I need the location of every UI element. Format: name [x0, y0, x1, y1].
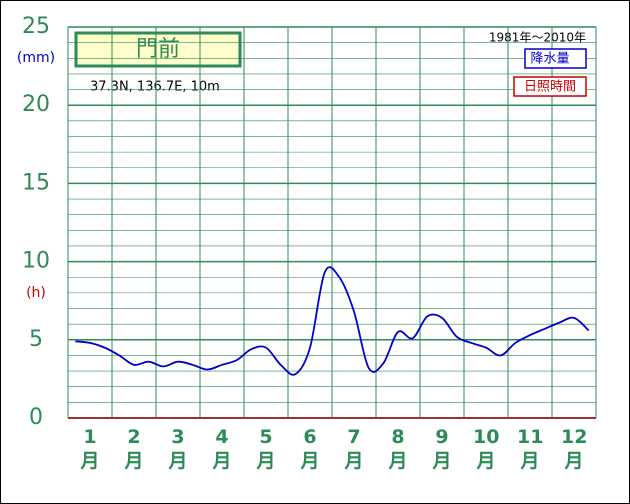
- x-tick-label: 9月: [432, 426, 452, 472]
- series-line: [75, 266, 590, 376]
- y-tick-label: 5: [29, 327, 43, 352]
- x-tick-label: 2月: [124, 426, 144, 472]
- x-tick-label: 1月: [80, 426, 100, 472]
- y-tick-label: 10: [22, 249, 50, 274]
- x-tick-label: 3月: [168, 426, 188, 472]
- y2-label: (h): [26, 285, 46, 301]
- chart-title: 門前: [136, 37, 180, 62]
- period: 1981年〜2010年: [489, 31, 586, 45]
- legend-label: 日照時間: [524, 80, 576, 95]
- x-tick-label: 6月: [300, 426, 320, 472]
- y-label: (mm): [17, 50, 55, 66]
- location: 37.3N, 136.7E, 10m: [90, 80, 220, 95]
- x-tick-label: 7月: [344, 426, 364, 472]
- y-tick-label: 20: [22, 92, 50, 117]
- x-tick-label: 12月: [561, 426, 588, 472]
- title-box: [74, 31, 242, 68]
- legend-label: 降水量: [530, 52, 569, 67]
- y-tick-label: 25: [22, 14, 50, 39]
- legend-box: [513, 76, 587, 97]
- x-tick-label: 10月: [473, 426, 500, 472]
- x-tick-label: 5月: [256, 426, 276, 472]
- y-tick-label: 15: [22, 170, 50, 195]
- x-tick-label: 4月: [212, 426, 232, 472]
- x-tick-label: 8月: [388, 426, 408, 472]
- x-tick-label: 11月: [517, 426, 544, 472]
- legend-box: [524, 48, 587, 69]
- y-tick-label: 0: [29, 405, 43, 430]
